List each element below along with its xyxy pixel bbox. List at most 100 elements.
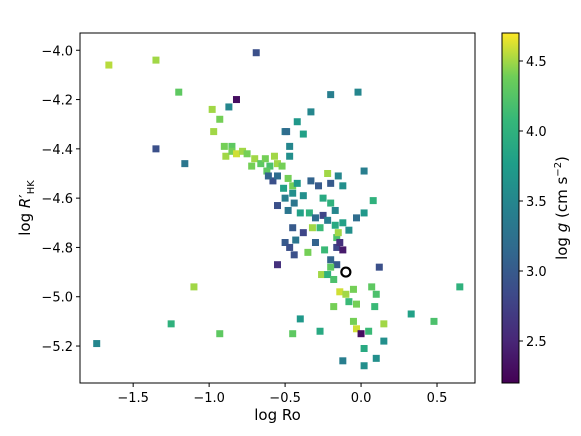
- x-tick-label: −0.5: [269, 391, 301, 406]
- colorbar-tick-label: 2.5: [526, 335, 547, 350]
- colorbar-ticks: 2.5 3.0 3.5 4.0 4.5: [519, 55, 547, 350]
- data-point: [286, 142, 294, 150]
- colorbar-tick-label: 4.0: [526, 125, 547, 140]
- data-point: [274, 160, 281, 168]
- data-points: [93, 49, 464, 370]
- data-point: [360, 362, 368, 370]
- data-point: [152, 145, 160, 153]
- data-point: [248, 162, 256, 170]
- data-point: [307, 108, 315, 116]
- data-point: [327, 179, 335, 187]
- data-point: [371, 303, 379, 311]
- data-point: [318, 271, 326, 279]
- data-point: [210, 128, 218, 136]
- data-point: [353, 214, 360, 222]
- data-point: [281, 239, 289, 247]
- data-point: [284, 206, 292, 214]
- data-point: [292, 236, 300, 244]
- y-tick-label: −4.2: [41, 94, 73, 109]
- y-tick-label: −5.0: [41, 291, 73, 306]
- data-point: [299, 130, 307, 138]
- x-axis-label: log Ro: [254, 406, 301, 424]
- data-point: [353, 325, 360, 333]
- data-point: [296, 315, 304, 323]
- y-tick-label: −4.0: [41, 44, 73, 59]
- data-point: [380, 337, 388, 345]
- x-tick-label: 0.0: [351, 391, 372, 406]
- data-point: [349, 285, 357, 293]
- data-point: [251, 155, 259, 163]
- data-point: [299, 192, 307, 200]
- data-point: [327, 263, 335, 271]
- data-point: [286, 243, 294, 251]
- data-point: [372, 354, 380, 362]
- data-point: [372, 290, 380, 298]
- colorbar: [501, 32, 520, 384]
- x-tick-label: 0.5: [427, 391, 448, 406]
- data-point: [286, 152, 294, 160]
- data-point: [304, 248, 312, 256]
- data-point: [327, 256, 335, 264]
- data-point: [239, 147, 247, 155]
- data-point: [289, 182, 297, 190]
- data-point: [333, 261, 341, 269]
- data-point: [93, 340, 101, 348]
- data-point: [339, 182, 347, 190]
- data-point: [308, 224, 316, 232]
- data-point: [269, 177, 277, 185]
- data-point: [349, 317, 357, 325]
- data-point: [380, 320, 388, 328]
- data-point: [311, 214, 319, 222]
- data-point: [336, 288, 344, 296]
- data-point: [456, 283, 464, 291]
- data-point: [290, 199, 298, 207]
- data-point: [257, 160, 265, 168]
- data-point: [375, 263, 383, 271]
- data-point: [333, 243, 341, 251]
- data-point: [342, 290, 350, 298]
- data-point: [330, 275, 338, 283]
- data-point: [365, 327, 373, 335]
- data-point: [333, 234, 341, 242]
- data-point: [331, 206, 339, 214]
- data-point: [175, 88, 183, 96]
- data-point: [319, 211, 327, 219]
- data-point: [339, 246, 347, 254]
- data-point: [264, 172, 272, 180]
- y-tick-label: −5.2: [41, 340, 73, 355]
- data-point: [274, 202, 281, 210]
- x-axis-ticks: −1.5 −1.0 −0.5 0.0 0.5: [117, 383, 447, 406]
- data-point: [232, 150, 240, 158]
- data-point: [339, 219, 347, 227]
- plot-frame: [79, 32, 476, 384]
- data-point: [289, 330, 297, 338]
- data-point: [353, 300, 360, 308]
- data-point: [345, 298, 353, 306]
- data-point: [190, 283, 198, 291]
- data-point: [307, 177, 315, 185]
- data-point: [293, 118, 301, 126]
- data-point: [327, 91, 335, 99]
- data-point: [289, 224, 297, 232]
- data-point: [324, 169, 332, 177]
- data-point: [261, 155, 269, 163]
- data-point: [369, 197, 377, 205]
- data-point: [296, 209, 304, 217]
- data-point: [315, 182, 323, 190]
- y-axis-label: log R′HK: [16, 180, 37, 236]
- highlight-marker: [340, 266, 352, 278]
- data-point: [319, 194, 327, 202]
- colorbar-label: log g (cm s−2): [553, 156, 571, 260]
- data-point: [167, 320, 175, 328]
- data-point: [357, 330, 365, 338]
- data-point: [225, 103, 233, 111]
- data-point: [324, 271, 332, 279]
- data-point: [222, 152, 230, 160]
- data-point: [339, 357, 347, 365]
- data-point: [345, 226, 353, 234]
- data-point: [336, 239, 344, 247]
- data-point: [321, 246, 329, 254]
- data-point: [305, 209, 313, 217]
- y-tick-label: −4.6: [41, 192, 73, 207]
- data-point: [232, 96, 240, 104]
